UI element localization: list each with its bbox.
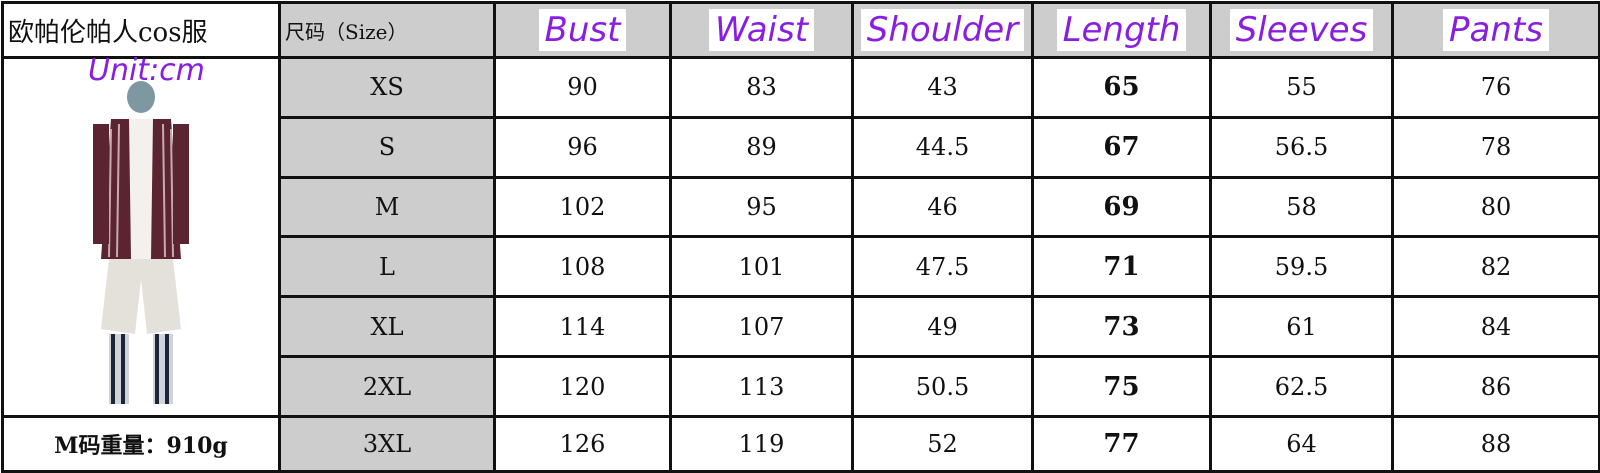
size-cell: 3XL	[278, 415, 496, 473]
table-row: M 102 95 46 69 58 80	[3, 175, 1600, 239]
waist-cell: 83	[669, 56, 854, 119]
pants-cell: 86	[1391, 355, 1600, 418]
length-cell: 75	[1031, 355, 1212, 418]
size-cell: XL	[278, 295, 496, 359]
costume-image-cell: Unit:cm	[1, 53, 281, 418]
pants-cell: 80	[1391, 175, 1600, 239]
pants-cell: 82	[1391, 235, 1600, 299]
pants-cell: 88	[1391, 415, 1600, 473]
costume-image	[93, 81, 189, 404]
sleeves-cell: 55	[1209, 56, 1394, 119]
length-cell: 77	[1031, 415, 1212, 473]
bust-cell: 102	[493, 175, 672, 239]
bust-cell: 114	[493, 295, 672, 359]
shoulder-cell: 49	[851, 295, 1034, 359]
sleeves-cell: 64	[1209, 415, 1394, 473]
bust-cell: 120	[493, 355, 672, 418]
weight-note: M码重量：910g	[1, 415, 281, 473]
length-cell: 71	[1031, 235, 1212, 299]
sleeves-cell: 58	[1209, 175, 1394, 239]
length-header: Length	[1031, 1, 1212, 59]
pants-cell: 84	[1391, 295, 1600, 359]
shoulder-cell: 46	[851, 175, 1034, 239]
table-row: XL 114 107 49 73 61 84	[3, 295, 1600, 359]
sleeves-cell: 61	[1209, 295, 1394, 359]
sleeves-cell: 59.5	[1209, 235, 1394, 299]
pants-header: Pants	[1391, 1, 1600, 59]
bust-cell: 96	[493, 115, 672, 179]
length-cell: 73	[1031, 295, 1212, 359]
table-row: S 96 89 44.5 67 56.5 78	[3, 115, 1600, 179]
unit-note: Unit:cm	[88, 53, 205, 88]
bust-cell: 126	[493, 415, 672, 473]
table-row: 2XL 120 113 50.5 75 62.5 86	[3, 355, 1600, 418]
waist-cell: 101	[669, 235, 854, 299]
length-cell: 67	[1031, 115, 1212, 179]
bust-cell: 90	[493, 56, 672, 119]
product-title: 欧帕伦帕人cos服	[1, 1, 281, 59]
table-row: Unit:cm XS 90 83 43 65 55 76	[1, 53, 1600, 418]
waist-cell: 119	[669, 415, 854, 473]
shoulder-cell: 47.5	[851, 235, 1034, 299]
waist-header: Waist	[669, 1, 854, 59]
pants-cell: 78	[1391, 115, 1600, 179]
waist-cell: 89	[669, 115, 854, 179]
bust-cell: 108	[493, 235, 672, 299]
size-cell: M	[278, 175, 496, 239]
table-row: L 108 101 47.5 71 59.5 82	[3, 235, 1600, 299]
pants-cell: 76	[1391, 56, 1600, 119]
size-column-header: 尺码（Size）	[278, 1, 496, 59]
size-cell: L	[278, 235, 496, 299]
shoulder-header: Shoulder	[851, 1, 1034, 59]
length-cell: 69	[1031, 175, 1212, 239]
shoulder-cell: 52	[851, 415, 1034, 473]
bust-header: Bust	[493, 1, 672, 59]
waist-cell: 113	[669, 355, 854, 418]
size-cell: S	[278, 115, 496, 179]
size-cell: XS	[278, 56, 496, 119]
sleeves-cell: 56.5	[1209, 115, 1394, 179]
table-row: M码重量：910g 3XL 126 119 52 77 64 88	[1, 415, 1600, 473]
shoulder-cell: 44.5	[851, 115, 1034, 179]
waist-cell: 95	[669, 175, 854, 239]
header-row: 欧帕伦帕人cos服 尺码（Size） Bust Waist Shoulder L…	[1, 1, 1600, 59]
size-cell: 2XL	[278, 355, 496, 418]
shoulder-cell: 50.5	[851, 355, 1034, 418]
length-cell: 65	[1031, 56, 1212, 119]
sleeves-header: Sleeves	[1209, 1, 1394, 59]
shoulder-cell: 43	[851, 56, 1034, 119]
sleeves-cell: 62.5	[1209, 355, 1394, 418]
waist-cell: 107	[669, 295, 854, 359]
